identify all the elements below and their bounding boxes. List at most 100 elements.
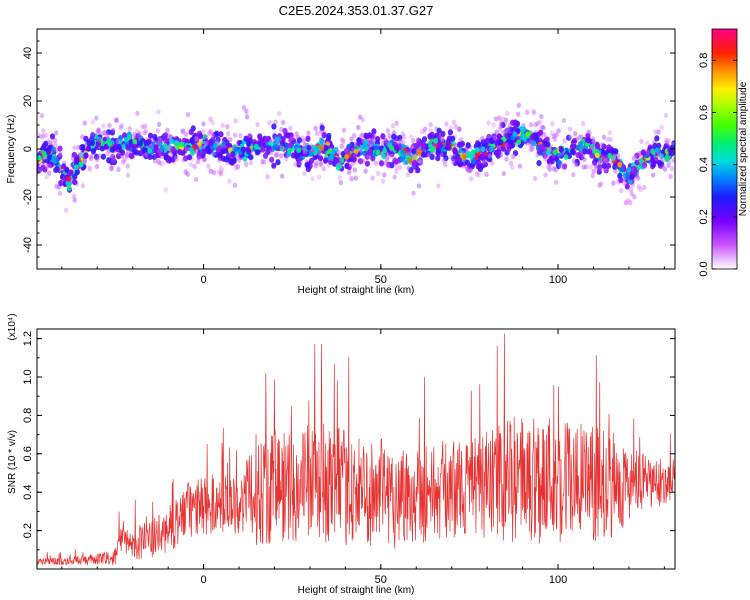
spectrogram-point — [169, 138, 174, 145]
spectrogram-point — [281, 119, 286, 126]
spectrogram-point — [207, 130, 212, 136]
spectrogram-point — [482, 161, 488, 168]
spectrogram-point — [386, 161, 392, 168]
spectrogram-point — [131, 133, 137, 140]
spectrogram-point — [218, 165, 224, 171]
spectrogram-point — [591, 168, 596, 174]
spectrogram-point — [421, 142, 427, 150]
spectrogram-y-tick-label: -20 — [22, 189, 34, 205]
spectrogram-point — [119, 123, 125, 129]
spectrogram-point — [562, 163, 568, 170]
spectrogram-point — [296, 147, 301, 154]
spectrogram-point — [358, 133, 364, 139]
spectrogram-point — [600, 142, 605, 148]
spectrogram-point — [47, 163, 52, 169]
spectrogram-point — [607, 130, 612, 136]
spectrogram-point — [344, 154, 349, 160]
spectrogram-point — [86, 140, 92, 147]
spectrogram-point — [47, 154, 53, 161]
spectrogram-point — [260, 159, 265, 165]
spectrogram-point — [440, 135, 445, 142]
spectrogram-point — [143, 123, 148, 129]
spectrogram-point — [543, 156, 549, 162]
spectrogram-point — [109, 165, 114, 171]
spectrogram-point — [72, 145, 77, 151]
spectrogram-point — [382, 147, 388, 154]
spectrogram-point — [416, 183, 422, 189]
spectrogram-point — [71, 193, 77, 199]
spectrogram-point — [663, 112, 669, 119]
spectrogram-point — [319, 145, 325, 151]
spectrogram-point — [76, 144, 81, 151]
spectrogram-point — [53, 142, 58, 148]
spectrogram-point — [279, 173, 285, 179]
spectrogram-point — [43, 140, 49, 147]
spectrogram-point — [553, 167, 559, 173]
spectrogram-point — [611, 180, 616, 186]
spectrogram-point — [287, 147, 292, 154]
spectrogram-point — [570, 143, 576, 150]
spectrogram-point — [319, 124, 325, 132]
snr-series-line — [37, 333, 675, 566]
spectrogram-point — [88, 154, 94, 160]
spectrogram-point — [211, 169, 217, 176]
spectrogram-point — [623, 200, 629, 206]
spectrogram-point — [497, 126, 503, 133]
spectrogram-point — [37, 166, 43, 174]
spectrogram-point — [267, 146, 273, 153]
spectrogram-point — [664, 156, 670, 163]
spectrogram-point — [349, 176, 354, 182]
spectrogram-point — [111, 127, 116, 134]
spectrogram-point — [232, 132, 238, 138]
spectrogram-point — [337, 174, 342, 181]
spectrogram-point — [87, 165, 92, 171]
spectrogram-point — [204, 134, 209, 140]
spectrogram-point — [554, 132, 559, 138]
spectrogram-point — [617, 161, 623, 168]
spectrogram-x-tick-label: 0 — [201, 274, 207, 286]
spectrogram-point — [66, 185, 72, 192]
spectrogram-point — [57, 190, 63, 197]
spectrogram-point — [287, 137, 293, 143]
spectrogram-point — [159, 146, 165, 152]
snr-y-axis-label: SNR (10 * v/v) — [7, 430, 18, 494]
spectrogram-point — [639, 138, 644, 145]
spectrogram-point — [357, 114, 363, 120]
spectrogram-point — [517, 163, 523, 169]
spectrogram-point — [428, 121, 433, 128]
spectrogram-point — [132, 138, 138, 145]
spectrogram-point — [412, 159, 418, 167]
spectrogram-point — [228, 136, 233, 143]
spectrogram-point — [502, 128, 508, 135]
spectrogram-point — [507, 123, 512, 129]
spectrogram-point — [210, 132, 215, 138]
spectrogram-point — [380, 178, 386, 184]
spectrogram-point — [542, 141, 548, 148]
spectrogram-point — [288, 125, 293, 131]
spectrogram-point — [368, 137, 373, 143]
spectrogram-point — [619, 187, 624, 194]
spectrogram-point — [157, 140, 163, 147]
spectrogram-point — [235, 164, 241, 170]
spectrogram-point — [70, 162, 75, 168]
spectrogram-point — [232, 182, 238, 188]
spectrogram-point — [506, 143, 512, 150]
spectrogram-point — [364, 160, 371, 167]
spectrogram-point — [385, 154, 391, 160]
colorbar-tick-label: 0.8 — [698, 53, 710, 68]
spectrogram-point — [125, 144, 131, 151]
spectrogram-point — [492, 135, 498, 141]
spectrogram-point — [287, 142, 293, 149]
spectrogram-point — [468, 167, 473, 173]
spectrogram-point — [353, 148, 359, 155]
spectrogram-point — [484, 171, 489, 178]
spectrogram-point — [664, 137, 669, 143]
spectrogram-point — [78, 151, 83, 157]
snr-y-tick-label: 1.2 — [22, 331, 34, 346]
spectrogram-point — [575, 144, 581, 151]
spectrogram-point — [477, 165, 483, 173]
spectrogram-point — [394, 164, 399, 170]
spectrogram-point — [174, 140, 180, 147]
spectrogram-point — [353, 175, 358, 181]
spectrogram-point — [388, 144, 394, 151]
